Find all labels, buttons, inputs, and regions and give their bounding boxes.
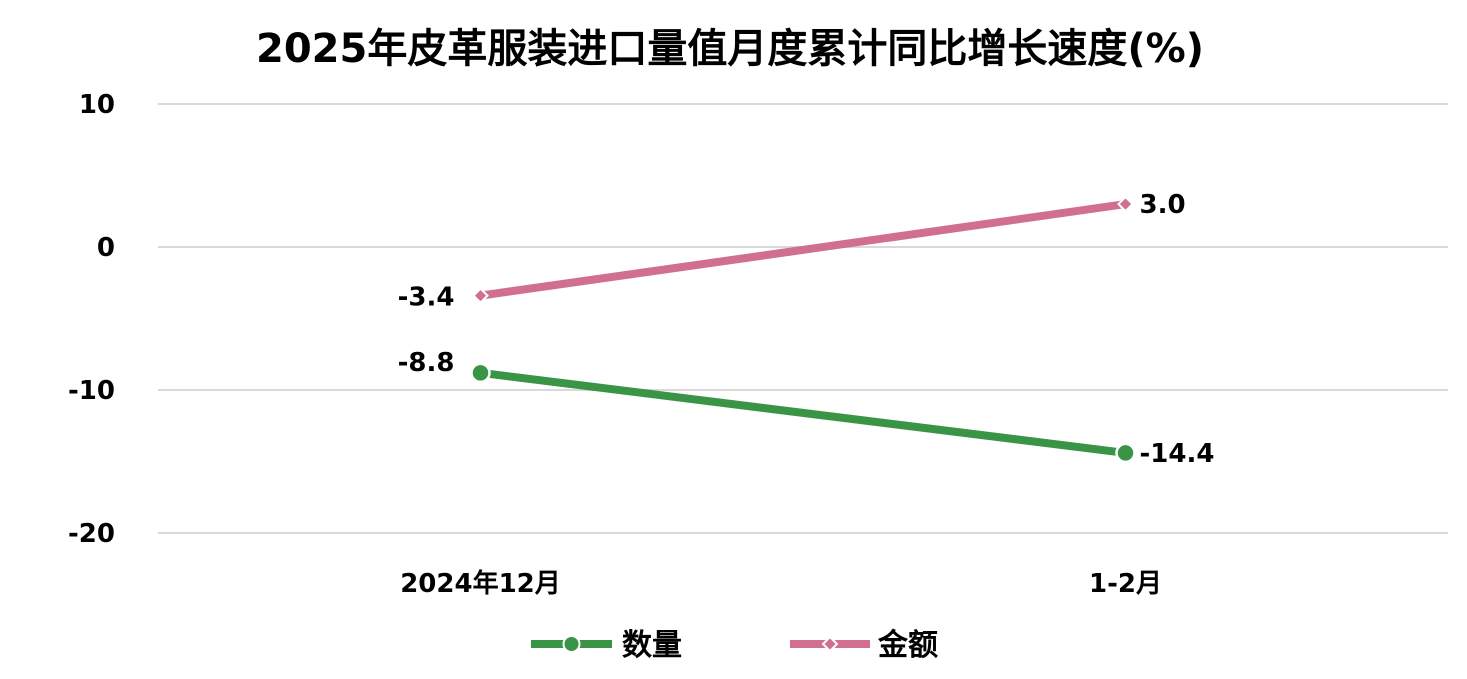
y-tick-label: -20 [68,519,115,549]
legend-label: 金额 [877,628,938,663]
y-tick-label: 10 [79,90,115,120]
data-point-marker [470,362,491,384]
data-label: -3.4 [398,283,455,313]
data-label: -14.4 [1140,439,1215,469]
gridlines [158,103,1448,534]
data-point-marker [472,287,489,305]
legend-item-quantity: 数量 [531,628,682,663]
series-amount: -3.4 3.0 [398,190,1186,313]
legend-label: 数量 [622,628,682,663]
y-tick-label: 0 [97,233,115,263]
series-layer: -8.8 -14.4 -3.4 3.0 [398,190,1215,469]
data-label: 3.0 [1140,190,1186,220]
chart-title: 2025年皮革服装进口量值月度累计同比增长速度(%) [256,26,1204,72]
data-label: -8.8 [398,348,455,378]
x-axis: 2024年12月 1-2月 [400,568,1162,599]
y-tick-label: -10 [68,376,115,406]
series-quantity: -8.8 -14.4 [398,348,1215,469]
x-tick-label: 2024年12月 [400,568,561,599]
y-axis: 10 0 -10 -20 [68,90,115,549]
x-tick-label: 1-2月 [1089,569,1162,599]
legend: 数量 金额 [531,628,938,663]
legend-marker [562,635,581,653]
data-point-marker [1117,195,1134,213]
legend-marker [821,635,839,653]
series-line [476,368,1130,457]
legend-item-amount: 金额 [790,628,938,663]
data-point-marker [1115,442,1136,464]
series-line [476,200,1130,300]
